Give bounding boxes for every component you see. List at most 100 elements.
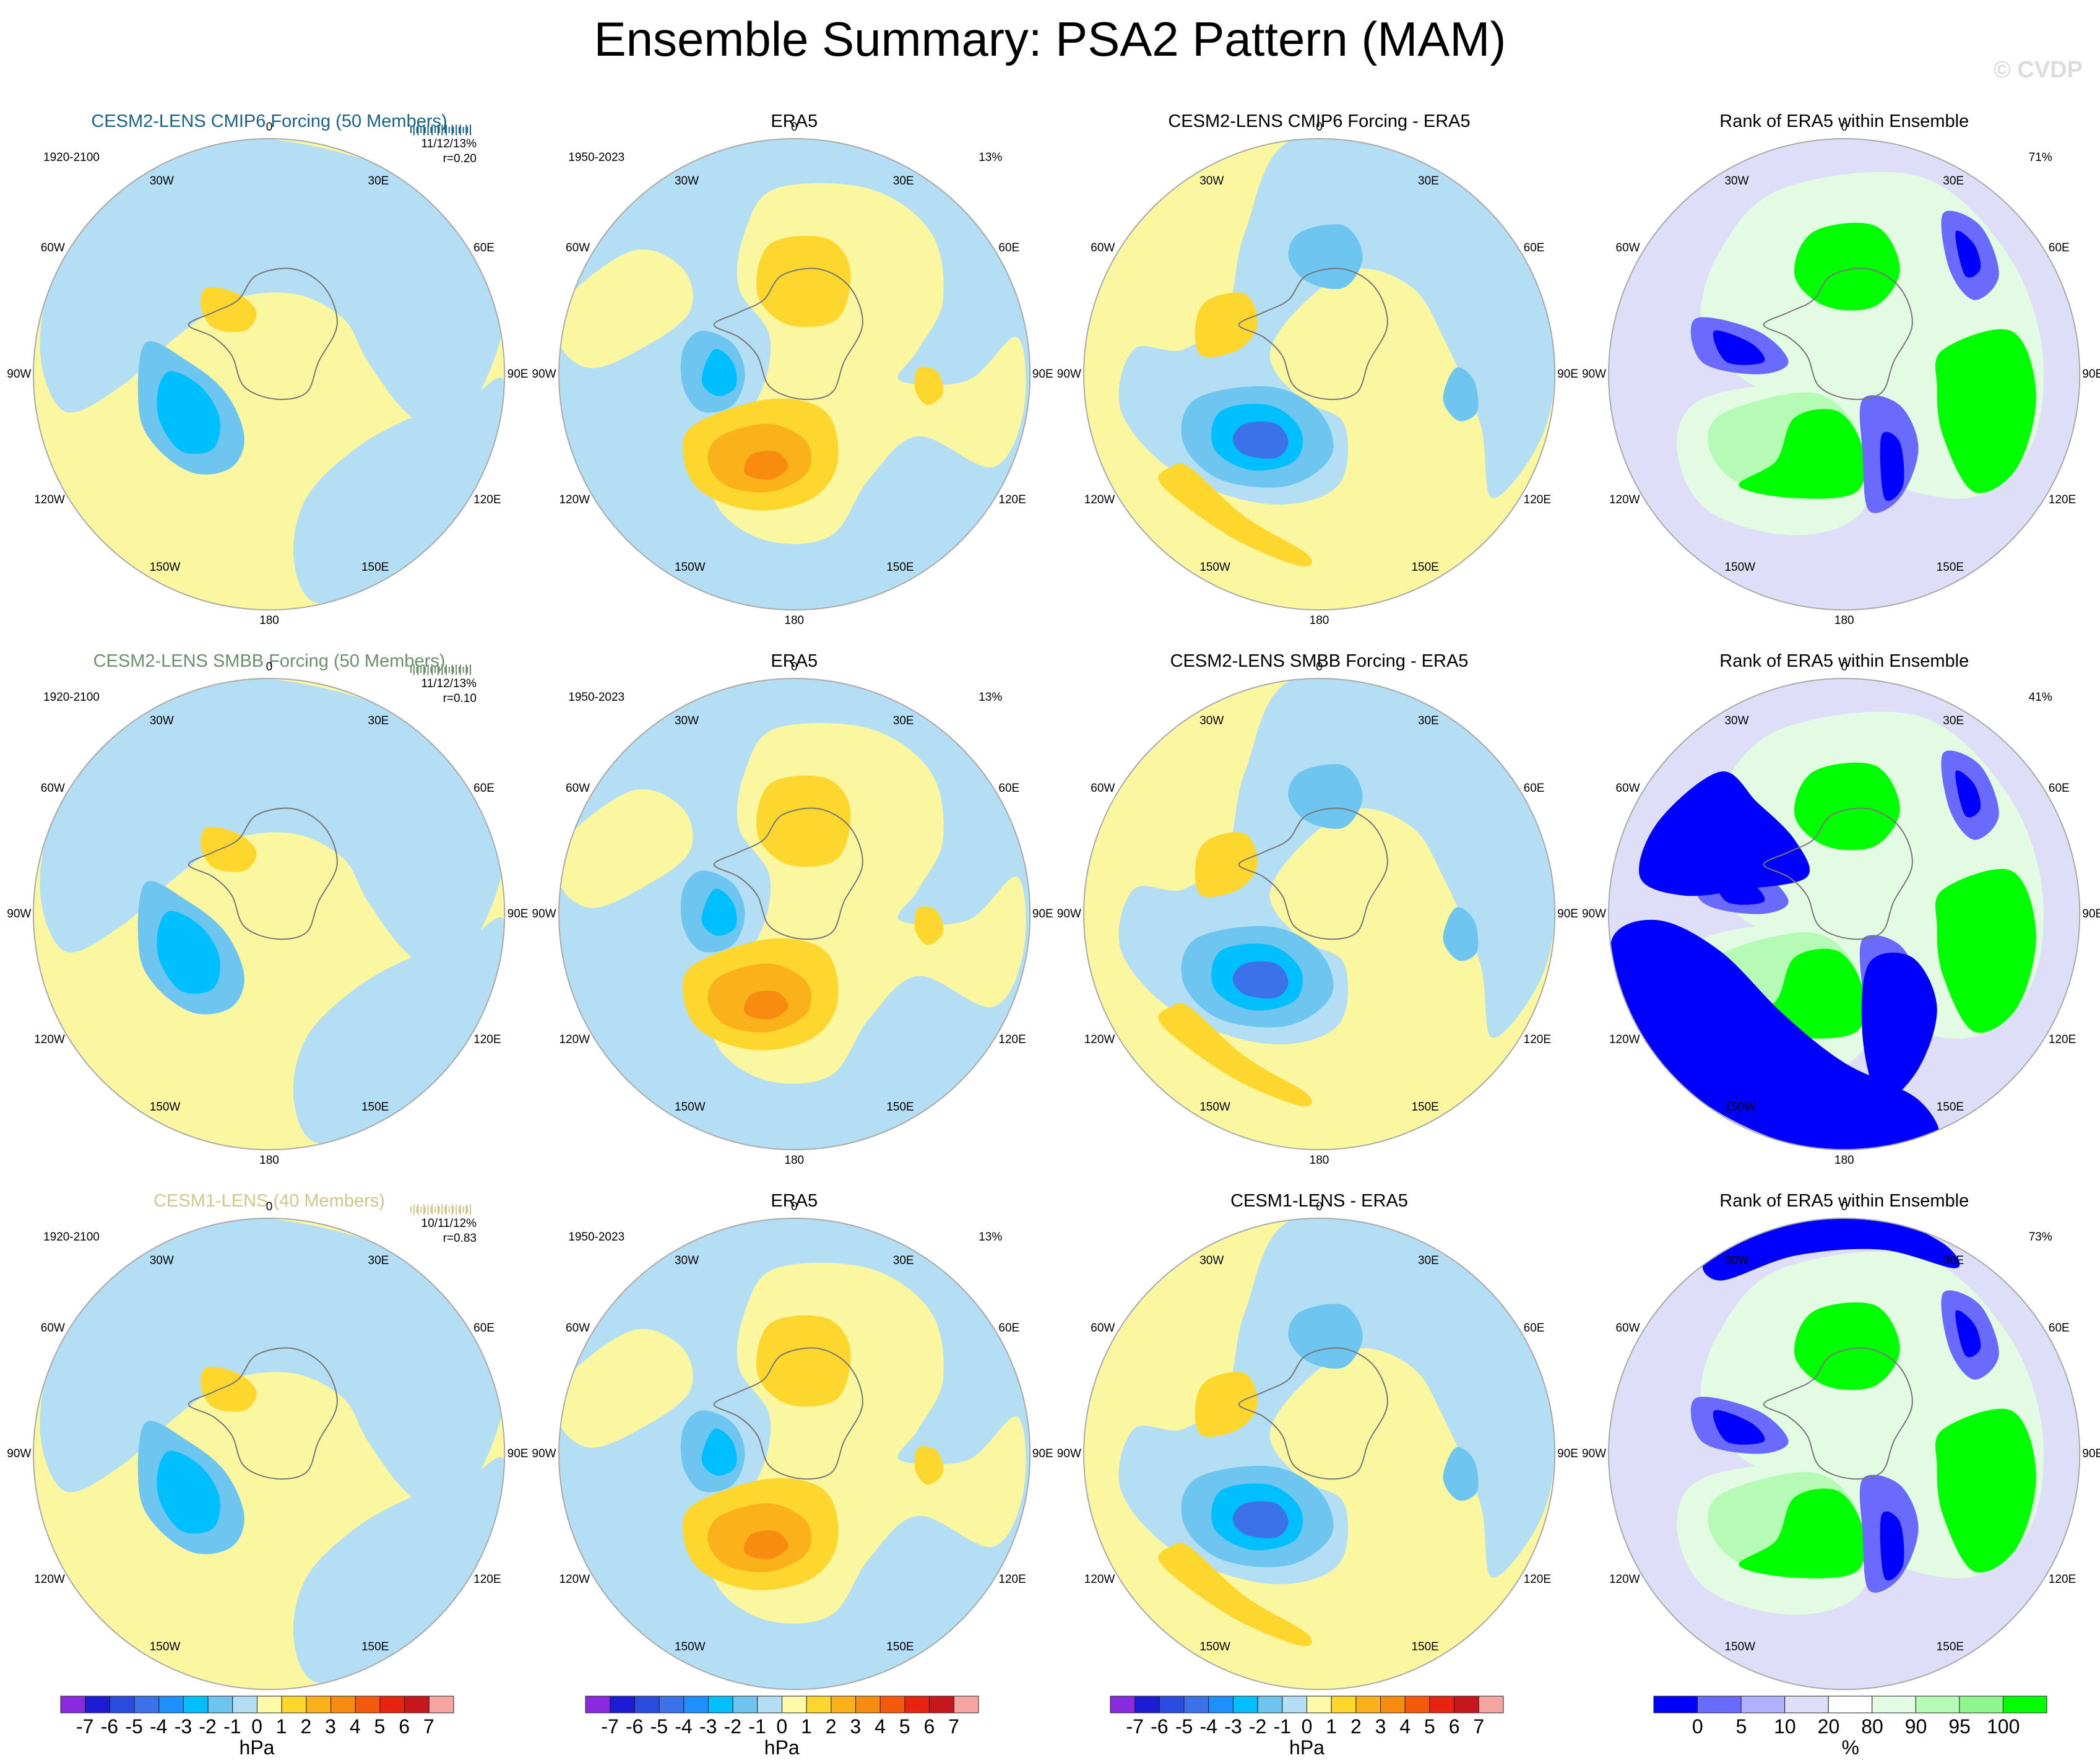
map-border — [33, 678, 506, 1151]
lon-label-60W: 60W — [40, 241, 65, 255]
contour-region — [157, 371, 221, 454]
lon-label-120E: 120E — [473, 1033, 501, 1047]
map-border — [1082, 1218, 1556, 1691]
lon-label-90W: 90W — [1056, 1447, 1081, 1460]
contour-region — [1861, 953, 1937, 1101]
lon-label-30W: 30W — [1199, 174, 1224, 188]
lon-label-30W: 30W — [149, 1254, 174, 1267]
ensemble-member-tick — [413, 1204, 415, 1215]
contour-region — [1955, 770, 1981, 818]
lon-label-60E: 60E — [1523, 1321, 1545, 1335]
ensemble-member-tick — [452, 666, 454, 673]
colorbar-tick-label: 4 — [1399, 1715, 1411, 1738]
contour-region — [756, 1315, 851, 1407]
lon-label-30W: 30W — [674, 174, 699, 188]
contour-region — [1609, 920, 1940, 1150]
colorbar-swatch — [781, 1696, 807, 1713]
lon-label-150W: 150W — [674, 1640, 706, 1654]
lon-label-90E: 90E — [1032, 1447, 1053, 1460]
lon-label-180: 180 — [259, 1154, 279, 1167]
watermark: © CVDP — [1993, 57, 2083, 83]
lon-label-120W: 120W — [559, 1573, 590, 1587]
colorbar-tick-label: 6 — [399, 1715, 410, 1738]
colorbar-swatch — [428, 1696, 454, 1713]
lon-label-60W: 60W — [1091, 241, 1115, 255]
contour-region — [157, 1450, 221, 1534]
lon-label-60E: 60E — [473, 1321, 495, 1335]
colorbar-tick-label: -5 — [1175, 1715, 1193, 1738]
colorbar-swatch — [1355, 1696, 1381, 1713]
colorbar-swatch — [1784, 1696, 1829, 1713]
colorbar-unit: hPa — [764, 1736, 800, 1759]
ensemble-member-tick — [437, 664, 439, 675]
ensemble-member-tick — [441, 124, 443, 136]
colorbar-tick-label: -1 — [748, 1715, 766, 1738]
contour-region — [1232, 1501, 1289, 1539]
colorbar-swatch — [1380, 1696, 1406, 1713]
colorbar-tick-label: -5 — [125, 1715, 143, 1738]
colorbar-tick-label: -4 — [1199, 1715, 1217, 1738]
colorbar-swatch — [904, 1696, 930, 1713]
colorbar-swatch — [1331, 1696, 1357, 1713]
colorbar-swatch — [158, 1696, 184, 1713]
colorbar-tick-label: 0 — [251, 1715, 262, 1738]
lon-label-30E: 30E — [368, 714, 389, 727]
ensemble-member-tick — [417, 664, 419, 675]
ensemble-member-tick — [430, 666, 432, 673]
ensemble-member-tick — [456, 124, 457, 136]
lon-label-90E: 90E — [1557, 1447, 1578, 1460]
ensemble-member-tick — [438, 666, 440, 673]
lon-label-30W: 30W — [1199, 714, 1224, 727]
lon-label-150E: 150E — [886, 1640, 914, 1654]
ensemble-member-tick — [413, 124, 415, 136]
lon-label-120E: 120E — [473, 493, 501, 506]
lon-label-60W: 60W — [40, 1321, 65, 1335]
ensemble-member-tick — [441, 664, 443, 675]
contour-region — [1288, 224, 1363, 290]
colorbar-unit: hPa — [239, 1736, 275, 1759]
lon-label-90W: 90W — [532, 367, 556, 381]
lon-label-90W: 90W — [1056, 367, 1081, 381]
ensemble-member-tick — [444, 126, 446, 133]
lon-label-90W: 90W — [7, 907, 32, 920]
lon-label-90E: 90E — [1557, 907, 1578, 920]
lon-label-120W: 120W — [559, 1033, 590, 1047]
ensemble-member-tick — [438, 126, 440, 133]
contour-region — [1955, 1310, 1981, 1358]
colorbar-swatch — [1740, 1696, 1786, 1713]
variance-pct-label: 41% — [2028, 690, 2052, 704]
ensemble-member-tick — [462, 126, 464, 133]
colorbar-swatch — [404, 1696, 430, 1713]
hpa-colorbar — [1110, 1696, 1504, 1713]
ensemble-member-tick — [459, 1206, 460, 1213]
ensemble-member-tick — [467, 666, 469, 673]
contour-region — [743, 1530, 789, 1560]
colorbar-swatch — [1454, 1696, 1479, 1713]
ensemble-member-tick — [465, 1204, 467, 1215]
ensemble-member-tick — [431, 124, 433, 136]
main-title: Ensemble Summary: PSA2 Pattern (MAM) — [594, 12, 1506, 66]
lon-label-120W: 120W — [34, 1033, 65, 1047]
lon-label-120W: 120W — [1609, 493, 1640, 506]
contour-region — [914, 906, 943, 945]
map-ensemble-row2 — [33, 678, 506, 1151]
lon-label-60E: 60E — [1523, 241, 1545, 255]
lon-label-120W: 120W — [1609, 1033, 1640, 1047]
ensemble-member-tick — [430, 1206, 432, 1213]
colorbar-tick-label: 20 — [1817, 1715, 1840, 1738]
ensemble-member-tick — [423, 124, 425, 136]
colorbar-tick-label: -3 — [699, 1715, 717, 1738]
ensemble-member-tick — [451, 664, 453, 675]
ensemble-member-tick — [452, 1206, 454, 1213]
colorbar-swatch — [109, 1696, 135, 1713]
ensemble-member-tick — [423, 1204, 425, 1215]
ensemble-member-tick — [424, 126, 426, 133]
period-label: 1950-2023 — [568, 690, 625, 704]
ensemble-member-tick — [467, 1206, 469, 1213]
colorbar-swatch — [806, 1696, 832, 1713]
contour-region — [743, 990, 789, 1020]
lon-label-90W: 90W — [532, 1447, 556, 1460]
map-rank-row2 — [1608, 678, 2081, 1151]
ensemble-member-tick — [416, 126, 418, 133]
ensemble-member-tick — [465, 124, 467, 136]
